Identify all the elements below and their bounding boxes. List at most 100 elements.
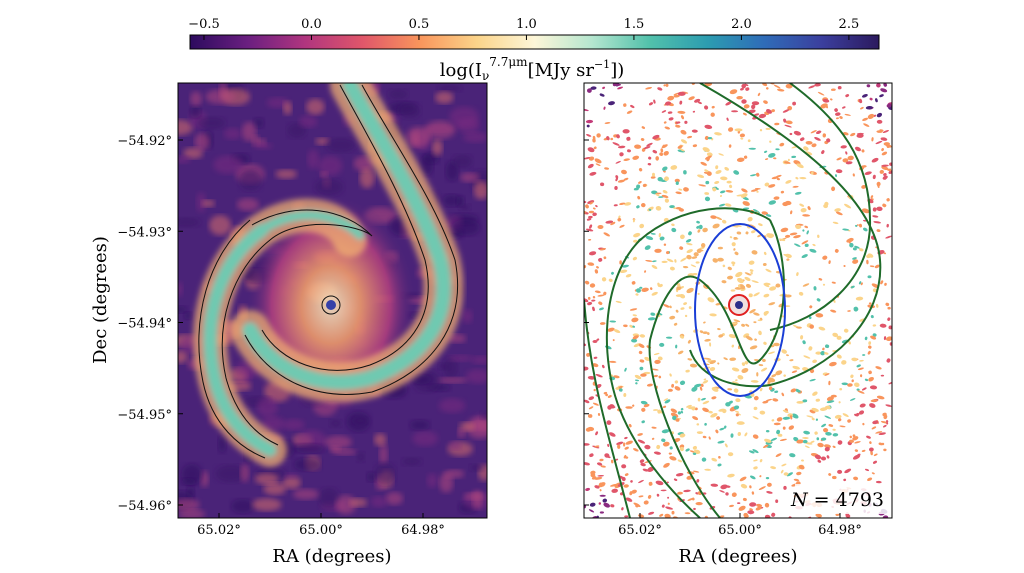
scatter-clump [744, 276, 751, 281]
scatter-clump [824, 373, 830, 376]
scatter-clump [816, 130, 822, 135]
scatter-clump [659, 152, 664, 156]
scatter-clump [773, 342, 780, 347]
scatter-clump [825, 344, 830, 349]
scatter-clump [850, 374, 854, 379]
scatter-clump [740, 483, 748, 489]
emission-blob [480, 410, 487, 420]
scatter-clump [668, 452, 672, 455]
scatter-clump [633, 502, 641, 508]
scatter-clump [687, 358, 693, 361]
emission-blob [263, 482, 287, 496]
scatter-clump [772, 398, 779, 402]
scatter-clump [834, 414, 842, 419]
scatter-clump [647, 317, 656, 321]
scatter-clump [698, 224, 703, 230]
scatter-clump [843, 478, 847, 482]
scatter-clump [692, 110, 696, 113]
scatter-clump [612, 142, 620, 146]
scatter-clump [716, 416, 720, 420]
scatter-clump [590, 86, 597, 90]
scatter-clump [783, 161, 791, 164]
scatter-clump [842, 228, 849, 231]
scatter-clump [776, 429, 781, 435]
scatter-clump [641, 287, 649, 292]
scatter-clump [783, 472, 789, 476]
scatter-clump [808, 316, 812, 320]
scatter-clump [725, 402, 731, 407]
scatter-clump [736, 157, 745, 163]
scatter-clump [691, 386, 698, 392]
emission-blob [314, 178, 344, 196]
scatter-clump [743, 104, 750, 109]
scatter-clump [876, 119, 883, 124]
emission-blob [473, 180, 487, 200]
scatter-clump [872, 460, 878, 464]
scatter-clump [631, 338, 638, 343]
colorbar-gradient [189, 34, 880, 50]
scatter-clump [613, 83, 622, 87]
scatter-clump [619, 260, 622, 265]
scatter-clump [869, 265, 875, 268]
scatter-clump [639, 459, 645, 463]
scatter-clump [623, 158, 630, 161]
scatter-clump [751, 280, 759, 283]
scatter-clump [709, 313, 717, 317]
scatter-clump [887, 317, 891, 321]
scatter-clump [623, 393, 627, 397]
scatter-clump [656, 444, 661, 450]
scatter-clump [844, 203, 852, 209]
scatter-clump [771, 419, 775, 422]
scatter-clump [810, 440, 815, 444]
scatter-clump [623, 324, 628, 328]
scatter-clump [888, 381, 892, 385]
scatter-clump [665, 336, 673, 339]
scatter-clump [593, 388, 596, 392]
scatter-clump [593, 356, 598, 359]
scatter-clump [791, 370, 798, 373]
scatter-clump [790, 415, 793, 420]
scatter-clump [809, 324, 814, 329]
scatter-clump [863, 123, 870, 127]
scatter-clump [883, 83, 887, 87]
scatter-clump [617, 444, 621, 449]
scatter-clump [589, 251, 597, 256]
bar-contour [694, 223, 786, 397]
scatter-clump [752, 416, 759, 420]
scatter-clump [584, 280, 590, 285]
scatter-clump [662, 166, 668, 171]
scatter-clump [624, 367, 627, 372]
scatter-clump [749, 269, 754, 272]
scatter-clump [753, 406, 758, 411]
scatter-clump [815, 398, 820, 402]
scatter-clump [664, 399, 671, 404]
scatter-clump [626, 136, 631, 141]
scatter-clump [674, 259, 677, 263]
scatter-clump [631, 317, 639, 323]
scatter-clump [852, 436, 859, 441]
scatter-clump [664, 101, 672, 106]
scatter-clump [669, 315, 676, 320]
scatter-clump [599, 494, 606, 497]
scatter-clump [731, 242, 736, 247]
scatter-clump [665, 506, 673, 510]
scatter-clump [735, 410, 740, 413]
emission-blob [411, 374, 432, 385]
scatter-clump [641, 126, 645, 129]
scatter-clump [768, 153, 776, 158]
scatter-clump [880, 420, 888, 424]
scatter-clump [651, 426, 657, 429]
scatter-clump [711, 457, 718, 462]
emission-blob [456, 195, 465, 207]
scatter-clump [615, 177, 619, 182]
scatter-clump [597, 413, 601, 416]
scatter-clump [698, 184, 707, 187]
scatter-clump [789, 359, 794, 362]
scatter-clump [610, 221, 616, 226]
scatter-clump [859, 403, 866, 408]
scatter-clump [643, 500, 649, 505]
emission-blob [448, 354, 473, 362]
scatter-clump [842, 132, 849, 136]
scatter-clump [669, 205, 675, 209]
scatter-clump [744, 432, 748, 437]
